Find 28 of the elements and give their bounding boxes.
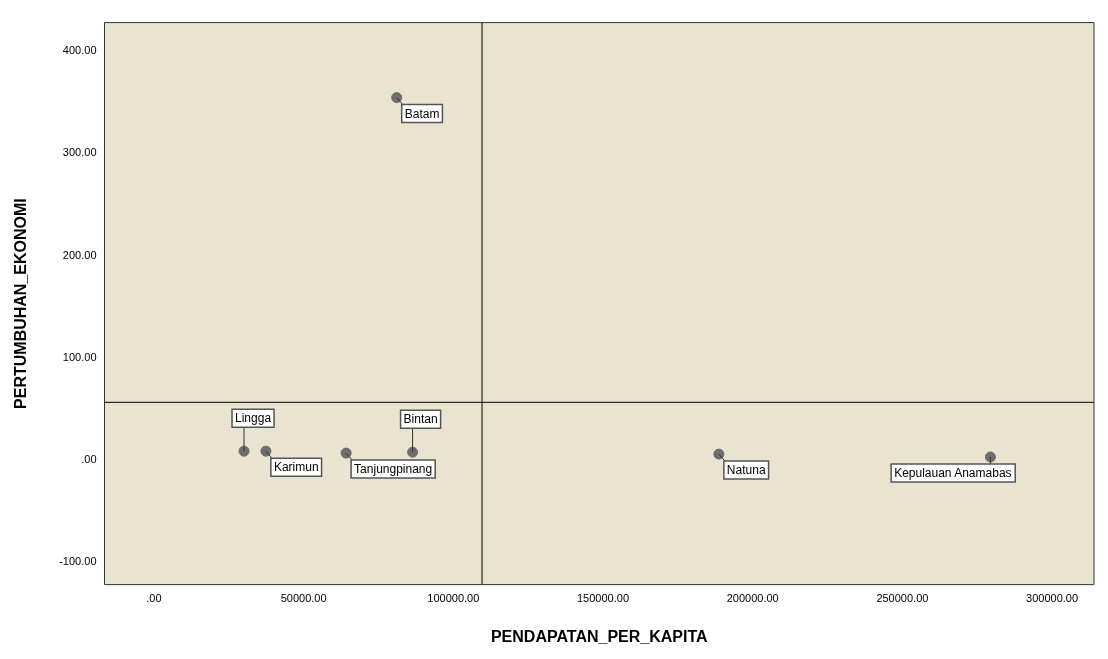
point <box>713 448 725 460</box>
x-tick-label: 150000.00 <box>577 592 629 605</box>
x-tick-label: 300000.00 <box>1026 592 1079 605</box>
y-tick-label: 300.00 <box>62 146 97 159</box>
y-tick-label: 100.00 <box>62 350 97 363</box>
x-axis-title: PENDAPATAN_PER_KAPITA <box>490 627 708 645</box>
x-tick-label: 50000.00 <box>280 592 327 605</box>
y-axis-title: PERTUMBUHAN_EKONOMI <box>12 198 30 409</box>
y-tick-label: 200.00 <box>62 248 97 261</box>
x-tick-label: 100000.00 <box>427 592 480 605</box>
annotation: Bintan <box>403 412 438 427</box>
point <box>391 92 403 104</box>
point <box>260 445 272 457</box>
annotation: Batam <box>404 106 440 121</box>
point <box>984 451 996 463</box>
y-tick-label: -100.00 <box>59 555 97 568</box>
y-tick-label: 400.00 <box>62 44 97 57</box>
point <box>407 446 419 458</box>
annotation: Natuna <box>726 463 766 478</box>
annotation: Kepulauan Anamabas <box>894 466 1012 481</box>
x-tick-label: 250000.00 <box>876 592 929 605</box>
annotation: Lingga <box>235 411 272 426</box>
annotation: Tanjungpinang <box>354 462 433 477</box>
annotation: Karimun <box>273 460 319 475</box>
point <box>340 447 352 459</box>
x-tick-label: .00 <box>146 592 162 605</box>
y-tick-label: .00 <box>81 452 97 465</box>
x-tick-label: 200000.00 <box>726 592 779 605</box>
